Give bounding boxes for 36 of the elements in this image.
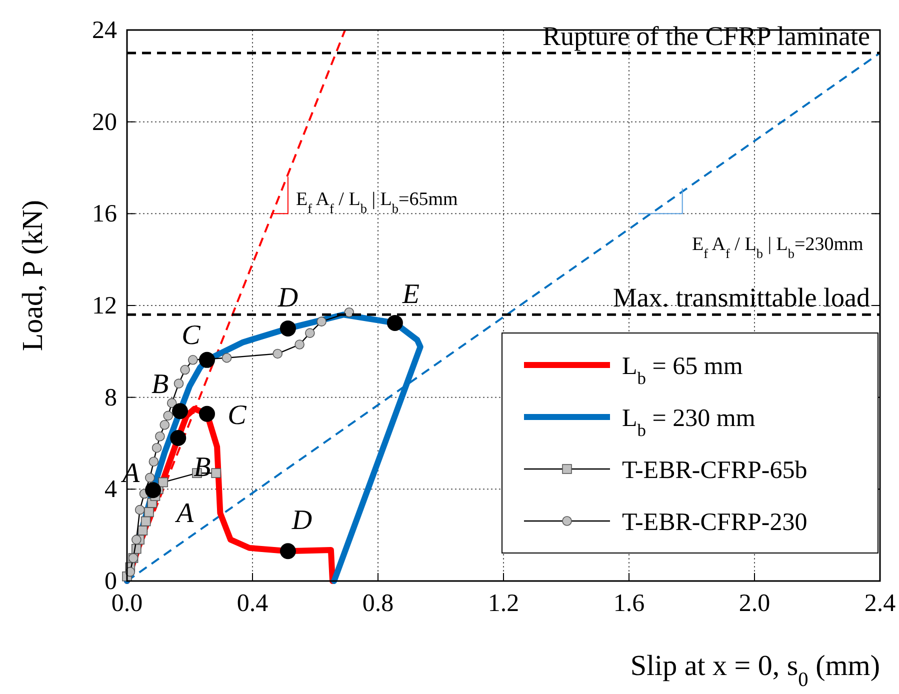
- x-tick-label: 1.6: [613, 590, 645, 617]
- x-tick-label: 0.8: [362, 590, 394, 617]
- legend-label: T-EBR-CFRP-65b: [622, 457, 808, 484]
- annotation: C: [182, 320, 201, 351]
- annotation: C: [228, 400, 247, 431]
- y-axis-title: Load, P (kN): [17, 200, 49, 352]
- annotation: E: [401, 278, 420, 310]
- point: [199, 406, 216, 422]
- annotation: B: [151, 369, 169, 400]
- y-tick-label: 20: [92, 108, 117, 136]
- x-axis-title: Slip at x = 0, s$_{0}$ (mm): [630, 650, 880, 691]
- annotation: A: [174, 498, 195, 529]
- text: E$_{f}$ A$_{f}$ / L$_{b}$ | L$_{b}$=65mm: [296, 189, 458, 216]
- x-tick-label: 0.4: [236, 590, 269, 617]
- point: [386, 314, 403, 331]
- annotation: D: [276, 282, 298, 314]
- point: [145, 482, 162, 498]
- ref-line-label: Max. transmittable load: [612, 282, 870, 313]
- x-tick-label: 1.2: [488, 590, 520, 617]
- y-tick-label: 8: [104, 384, 117, 412]
- legend-label: L$_{b}$ = 230 mm: [622, 405, 756, 440]
- point: [280, 543, 296, 560]
- y-tick-label: 16: [92, 200, 117, 228]
- x-tick-label: 2.4: [864, 590, 896, 617]
- point: [280, 320, 296, 336]
- text: E$_{f}$ A$_{f}$ / L$_{b}$ | L$_{b}$=230mm: [692, 234, 864, 260]
- point: [199, 352, 216, 368]
- x-tick-label: 2.0: [738, 590, 770, 617]
- point: [172, 403, 188, 420]
- annotation: D: [290, 505, 312, 536]
- y-tick-label: 12: [92, 292, 117, 320]
- y-tick-label: 24: [92, 17, 118, 44]
- point: [170, 430, 186, 446]
- legend-label: L$_{b}$ = 65 mm: [622, 353, 744, 388]
- y-tick-label: 4: [104, 476, 118, 504]
- legend-label: T-EBR-CFRP-230: [622, 509, 808, 536]
